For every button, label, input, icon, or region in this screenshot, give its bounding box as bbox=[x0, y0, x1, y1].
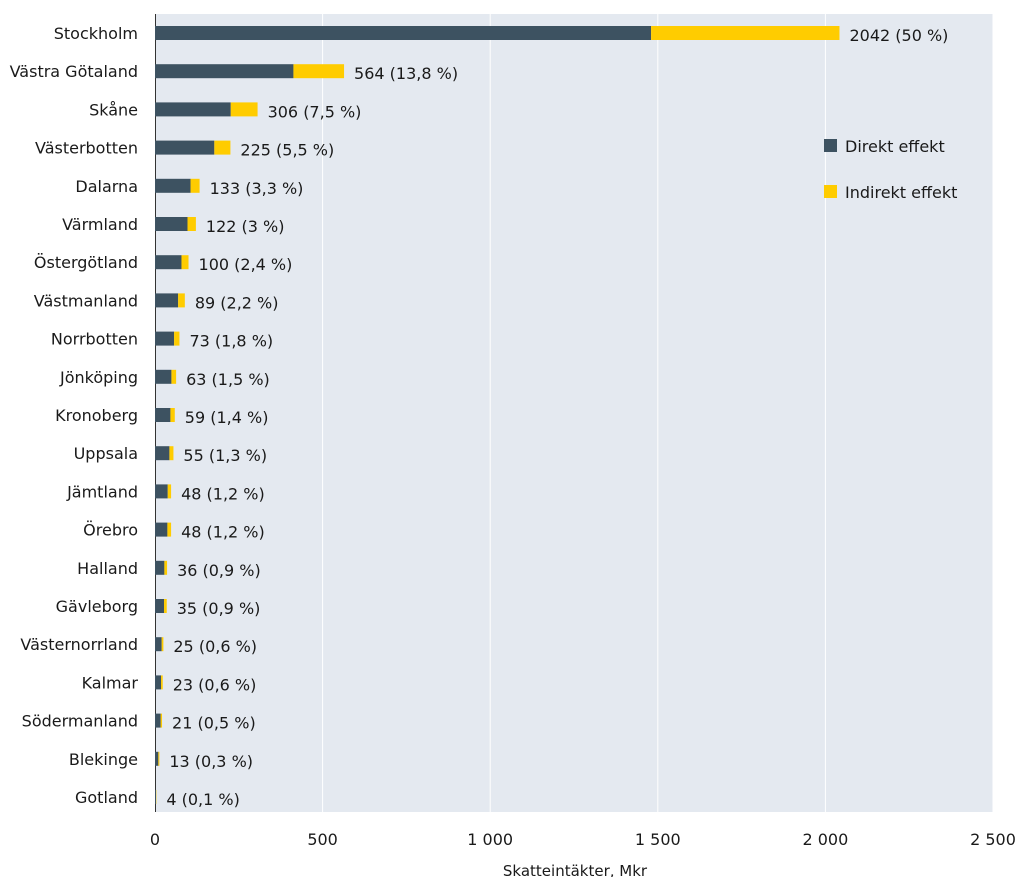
data-label-2: 306 (7,5 %) bbox=[268, 102, 362, 121]
legend-label-0: Direkt effekt bbox=[845, 137, 945, 156]
category-label-14: Halland bbox=[77, 559, 138, 578]
bar-direkt-15 bbox=[155, 599, 165, 613]
category-label-4: Dalarna bbox=[75, 177, 138, 196]
bar-direkt-4 bbox=[155, 178, 191, 193]
x-tick-label-1: 500 bbox=[307, 830, 338, 849]
bar-indirekt-12 bbox=[167, 484, 172, 499]
x-tick-label-2: 1 000 bbox=[467, 830, 513, 849]
bar-direkt-9 bbox=[155, 369, 172, 384]
category-label-2: Skåne bbox=[89, 100, 138, 119]
category-label-18: Södermanland bbox=[22, 712, 138, 731]
bar-indirekt-18 bbox=[160, 713, 163, 728]
data-label-4: 133 (3,3 %) bbox=[210, 179, 304, 198]
x-axis-title: Skatteintäkter, Mkr bbox=[503, 862, 648, 877]
bar-indirekt-8 bbox=[174, 331, 180, 346]
bar-indirekt-10 bbox=[170, 408, 175, 422]
data-label-18: 21 (0,5 %) bbox=[172, 714, 256, 733]
bar-direkt-20 bbox=[155, 790, 157, 804]
bar-direkt-10 bbox=[155, 408, 171, 422]
bar-direkt-0 bbox=[155, 26, 652, 40]
category-label-0: Stockholm bbox=[54, 24, 138, 43]
bar-indirekt-17 bbox=[161, 675, 163, 690]
data-label-12: 48 (1,2 %) bbox=[181, 484, 265, 503]
x-tick-label-4: 2 000 bbox=[802, 830, 848, 849]
category-label-10: Kronoberg bbox=[55, 406, 138, 425]
data-label-16: 25 (0,6 %) bbox=[173, 637, 257, 656]
bar-indirekt-6 bbox=[181, 255, 189, 270]
bar-direkt-18 bbox=[155, 713, 161, 728]
bar-indirekt-2 bbox=[230, 102, 258, 117]
data-label-5: 122 (3 %) bbox=[206, 217, 285, 236]
bar-direkt-7 bbox=[155, 293, 179, 308]
bar-direkt-2 bbox=[155, 102, 231, 117]
data-label-6: 100 (2,4 %) bbox=[199, 255, 293, 274]
bar-direkt-3 bbox=[155, 140, 215, 155]
category-label-8: Norrbotten bbox=[51, 330, 138, 349]
category-label-5: Värmland bbox=[62, 215, 138, 234]
bar-direkt-19 bbox=[155, 751, 159, 766]
bar-indirekt-7 bbox=[178, 293, 185, 308]
bar-indirekt-19 bbox=[158, 751, 160, 766]
data-label-10: 59 (1,4 %) bbox=[185, 408, 269, 427]
bar-direkt-16 bbox=[155, 637, 162, 652]
legend-label-1: Indirekt effekt bbox=[845, 183, 957, 202]
data-label-9: 63 (1,5 %) bbox=[186, 370, 270, 389]
bar-direkt-13 bbox=[155, 522, 168, 537]
bar-direkt-11 bbox=[155, 446, 170, 461]
bar-direkt-1 bbox=[155, 64, 294, 79]
category-label-11: Uppsala bbox=[74, 444, 138, 463]
data-label-7: 89 (2,2 %) bbox=[195, 293, 279, 312]
category-label-12: Jämtland bbox=[66, 482, 138, 501]
data-label-3: 225 (5,5 %) bbox=[240, 141, 334, 160]
bar-direkt-12 bbox=[155, 484, 168, 499]
category-label-7: Västmanland bbox=[34, 291, 138, 310]
bar-indirekt-9 bbox=[171, 369, 177, 384]
x-tick-label-5: 2 500 bbox=[970, 830, 1016, 849]
data-label-8: 73 (1,8 %) bbox=[189, 332, 273, 351]
data-label-20: 4 (0,1 %) bbox=[166, 790, 239, 809]
data-label-0: 2042 (50 %) bbox=[849, 26, 948, 45]
bar-direkt-17 bbox=[155, 675, 162, 690]
bar-direkt-14 bbox=[155, 560, 165, 575]
bar-indirekt-13 bbox=[167, 522, 172, 537]
data-label-17: 23 (0,6 %) bbox=[173, 675, 257, 694]
bar-indirekt-11 bbox=[169, 446, 174, 461]
category-label-1: Västra Götaland bbox=[10, 62, 138, 81]
category-label-19: Blekinge bbox=[69, 750, 138, 769]
bar-indirekt-4 bbox=[190, 178, 200, 193]
data-label-14: 36 (0,9 %) bbox=[177, 561, 261, 580]
category-label-20: Gotland bbox=[75, 788, 138, 807]
data-label-15: 35 (0,9 %) bbox=[177, 599, 261, 618]
legend-swatch-1 bbox=[824, 185, 837, 198]
category-label-16: Västernorrland bbox=[20, 635, 138, 654]
plot-area bbox=[155, 14, 993, 812]
category-label-3: Västerbotten bbox=[35, 139, 138, 158]
category-label-15: Gävleborg bbox=[56, 597, 138, 616]
bar-direkt-5 bbox=[155, 217, 188, 231]
bar-indirekt-14 bbox=[164, 560, 168, 575]
bar-indirekt-1 bbox=[293, 64, 345, 79]
data-label-1: 564 (13,8 %) bbox=[354, 64, 458, 83]
data-label-11: 55 (1,3 %) bbox=[183, 446, 267, 465]
bar-indirekt-16 bbox=[161, 637, 164, 652]
category-label-6: Östergötland bbox=[34, 253, 138, 272]
legend-swatch-0 bbox=[824, 139, 837, 152]
data-label-19: 13 (0,3 %) bbox=[169, 752, 253, 771]
bar-indirekt-0 bbox=[651, 26, 840, 40]
x-tick-label-3: 1 500 bbox=[635, 830, 681, 849]
x-tick-label-0: 0 bbox=[150, 830, 160, 849]
category-label-9: Jönköping bbox=[59, 368, 138, 387]
bar-indirekt-5 bbox=[187, 217, 196, 231]
category-label-13: Örebro bbox=[83, 521, 138, 540]
bar-direkt-6 bbox=[155, 255, 182, 270]
bar-direkt-8 bbox=[155, 331, 175, 346]
category-label-17: Kalmar bbox=[82, 673, 139, 692]
bar-indirekt-3 bbox=[214, 140, 231, 155]
data-label-13: 48 (1,2 %) bbox=[181, 523, 265, 542]
bar-indirekt-15 bbox=[164, 599, 167, 613]
